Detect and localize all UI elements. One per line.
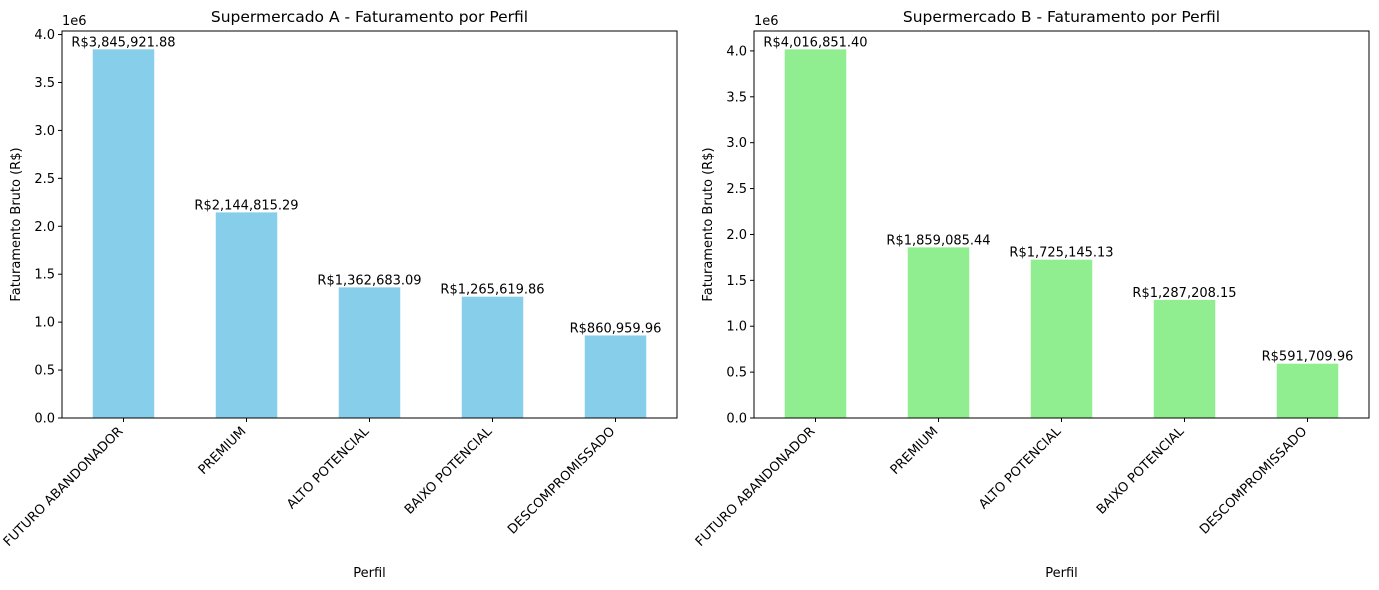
- y-tick-label: 2.0: [34, 220, 55, 235]
- x-tick-label: PREMIUM: [888, 424, 942, 478]
- data-label: R$591,709.96: [1262, 350, 1354, 365]
- x-tick-label: DESCOMPROMISSADO: [505, 424, 618, 537]
- data-label: R$3,845,921.88: [71, 35, 175, 50]
- y-tick-label: 1.0: [34, 316, 55, 331]
- y-tick-label: 1.5: [726, 274, 747, 289]
- x-tick-label: BAIXO POTENCIAL: [402, 424, 496, 518]
- x-axis-label: Perfil: [1045, 566, 1078, 581]
- x-tick-label: FUTURO ABANDONADOR: [693, 424, 818, 549]
- y-axis-label: Faturamento Bruto (R$): [9, 147, 24, 301]
- x-tick-label: PREMIUM: [196, 424, 250, 478]
- y-tick-label: 2.5: [726, 182, 747, 197]
- y-tick-label: 4.0: [726, 44, 747, 59]
- y-tick-label: 3.5: [726, 90, 747, 105]
- x-tick-label: DESCOMPROMISSADO: [1197, 424, 1310, 537]
- bar: [215, 212, 278, 418]
- y-tick-label: 3.0: [34, 124, 55, 139]
- bar: [92, 49, 155, 418]
- y-axis-label: Faturamento Bruto (R$): [701, 147, 716, 301]
- bar: [584, 335, 647, 418]
- y-tick-label: 2.5: [34, 172, 55, 187]
- y-tick-label: 3.0: [726, 136, 747, 151]
- y-tick-label: 1.5: [34, 268, 55, 283]
- bar: [907, 247, 970, 418]
- data-label: R$2,144,815.29: [194, 198, 298, 213]
- y-tick-label: 3.5: [34, 76, 55, 91]
- x-tick-label: ALTO POTENCIAL: [976, 424, 1065, 513]
- y-offset-label: 1e6: [62, 14, 87, 29]
- data-label: R$1,265,619.86: [440, 283, 544, 298]
- data-label: R$1,859,085.44: [886, 233, 990, 248]
- data-label: R$1,287,208.15: [1132, 286, 1236, 301]
- y-tick-label: 2.0: [726, 228, 747, 243]
- chart-panel-b: R$4,016,851.40 R$1,859,085.44 R$1,725,145.…: [693, 8, 1370, 581]
- data-label: R$860,959.96: [570, 321, 662, 336]
- y-tick-label: 0.0: [34, 412, 55, 427]
- bar: [461, 296, 524, 418]
- chart-title: Supermercado B - Faturamento por Perfil: [903, 8, 1220, 26]
- y-tick-label: 0.5: [34, 364, 55, 379]
- x-tick-label: ALTO POTENCIAL: [284, 424, 373, 513]
- bar: [1030, 259, 1093, 418]
- bar: [784, 49, 847, 418]
- bar: [1153, 299, 1216, 418]
- y-tick-label: 4.0: [34, 28, 55, 43]
- data-label: R$4,016,851.40: [763, 35, 867, 50]
- y-tick-label: 0.5: [726, 366, 747, 381]
- x-tick-label: FUTURO ABANDONADOR: [1, 424, 126, 549]
- chart-panel-a: R$3,845,921.88 R$2,144,815.29 R$1,362,683.…: [1, 8, 678, 581]
- bar: [1276, 363, 1339, 418]
- y-tick-label: 0.0: [726, 412, 747, 427]
- y-tick-label: 1.0: [726, 320, 747, 335]
- x-axis-label: Perfil: [353, 566, 386, 581]
- chart-title: Supermercado A - Faturamento por Perfil: [211, 8, 528, 26]
- x-tick-label: BAIXO POTENCIAL: [1094, 424, 1188, 518]
- bar: [338, 287, 401, 418]
- y-offset-label: 1e6: [754, 14, 779, 29]
- data-label: R$1,725,145.13: [1009, 246, 1113, 261]
- data-label: R$1,362,683.09: [317, 273, 421, 288]
